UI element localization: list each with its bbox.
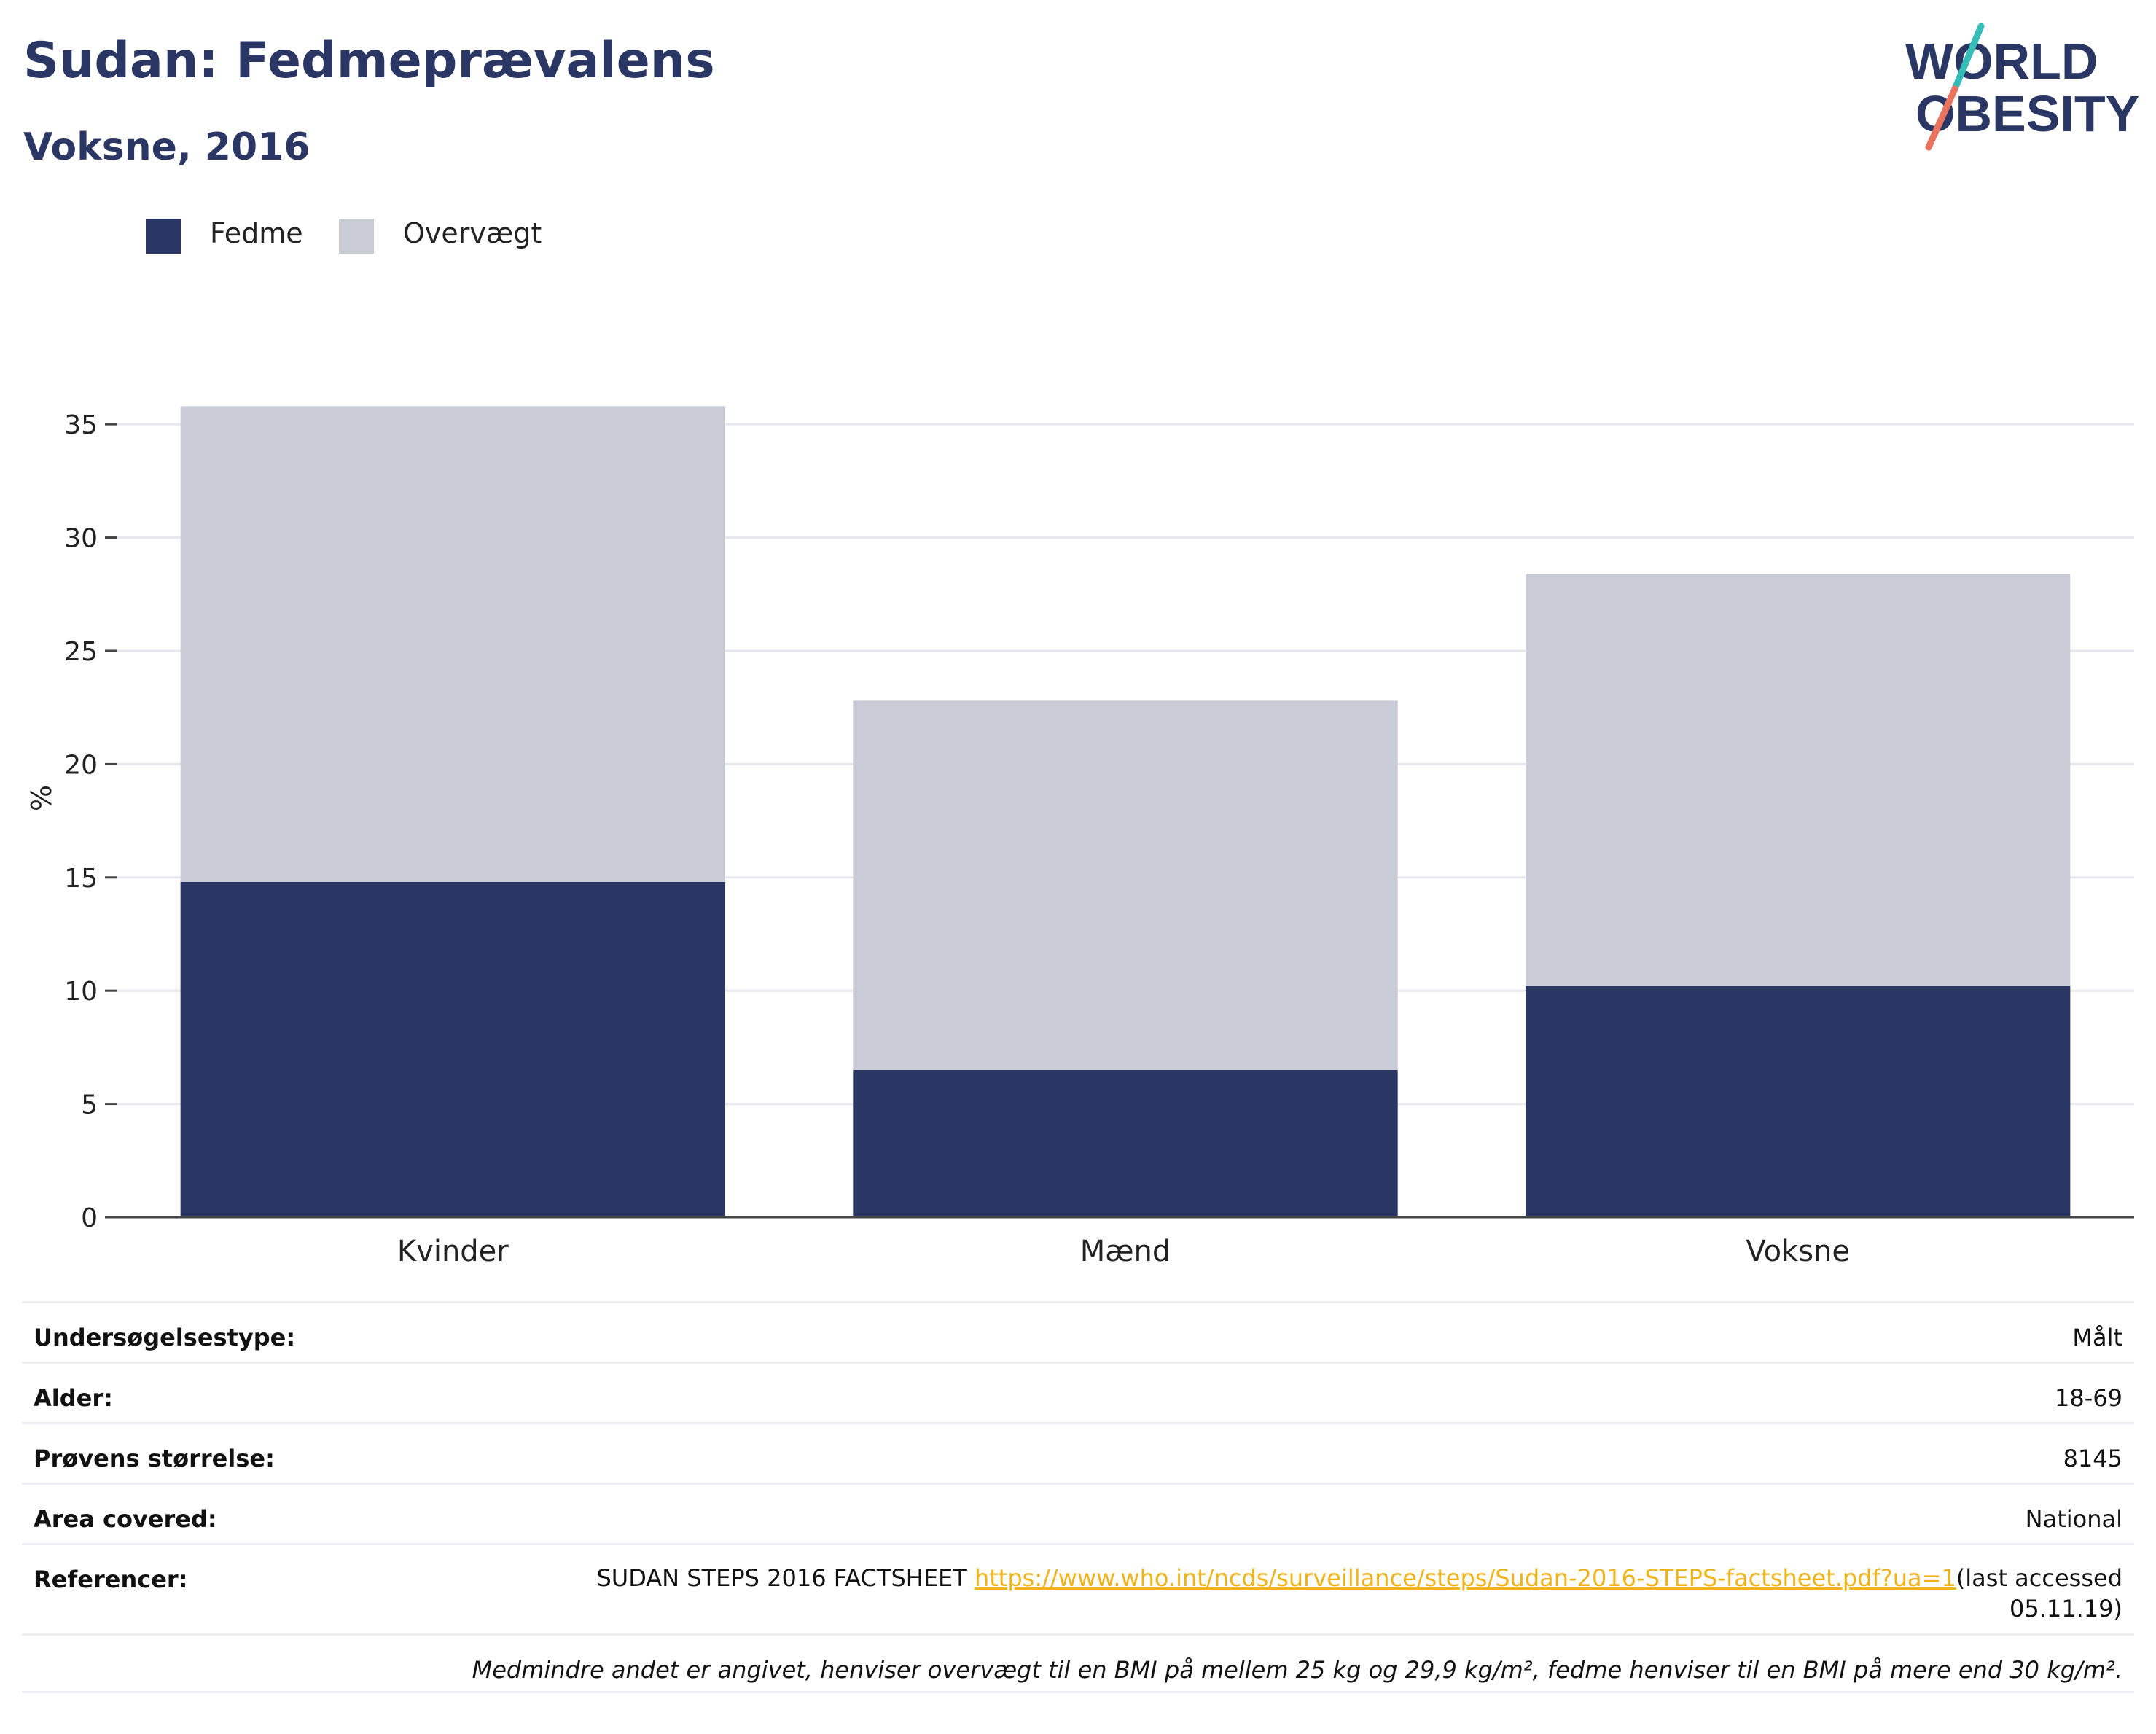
bar-chart: 0 5 10 15 20 25 30 35% Kvinder Mænd Voksne	[26, 406, 2134, 1268]
x-tick-label: Mænd	[1080, 1235, 1171, 1268]
reference-source: SUDAN STEPS 2016 FACTSHEET	[596, 1564, 975, 1592]
y-tick-label: 20	[64, 750, 98, 780]
world-obesity-logo: WORLD OBESITY	[1905, 23, 2139, 151]
info-row-references: Referencer: SUDAN STEPS 2016 FACTSHEET h…	[22, 1543, 2134, 1633]
info-row-area: Area covered: National	[22, 1483, 2134, 1543]
definition-note: Medmindre andet er angivet, henviser ove…	[472, 1656, 2122, 1684]
references-value: SUDAN STEPS 2016 FACTSHEET https://www.w…	[519, 1563, 2122, 1624]
info-value: Målt	[2072, 1324, 2122, 1351]
bar-fedme-1[interactable]	[853, 1069, 1398, 1217]
logo-slash-bottom	[1925, 85, 1958, 151]
info-value: National	[2025, 1505, 2122, 1533]
info-table: Undersøgelsestype: Målt Alder: 18-69 Prø…	[22, 1301, 2134, 1693]
info-label: Alder:	[34, 1384, 113, 1412]
legend-label-fedme: Fedme	[210, 217, 303, 249]
legend-item-fedme[interactable]: Fedme	[146, 216, 306, 257]
y-tick-label: 30	[64, 524, 98, 554]
info-row-survey-type: Undersøgelsestype: Målt	[22, 1301, 2134, 1362]
y-tick-label: 5	[81, 1090, 98, 1120]
reference-link[interactable]: https://www.who.int/ncds/surveillance/st…	[974, 1564, 1956, 1592]
x-tick-label: Kvinder	[397, 1235, 509, 1268]
info-row-sample-size: Prøvens størrelse: 8145	[22, 1422, 2134, 1483]
bar-overvaegt-1[interactable]	[853, 700, 1398, 1070]
x-tick-label: Voksne	[1746, 1235, 1850, 1268]
logo-text-world: WORLD	[1905, 33, 2098, 90]
legend-swatch-fedme	[146, 219, 181, 254]
y-tick-label: 35	[64, 410, 98, 440]
legend-item-overvaegt[interactable]: Overvægt	[339, 216, 558, 257]
bar-overvaegt-2[interactable]	[1525, 574, 2071, 986]
page-title: Sudan: Fedmeprævalens	[23, 32, 715, 90]
info-label: Undersøgelsestype:	[34, 1324, 296, 1351]
info-label: Referencer:	[34, 1566, 188, 1593]
info-value: 18-69	[2055, 1384, 2122, 1412]
legend-label-overvaegt: Overvægt	[403, 217, 542, 249]
y-tick-label: 0	[81, 1203, 98, 1233]
reference-suffix: (last accessed 05.11.19)	[1956, 1564, 2122, 1622]
y-tick-label: 25	[64, 637, 98, 667]
y-tick-label: 15	[64, 864, 98, 894]
y-axis-label: %	[26, 785, 58, 811]
logo-slash-top	[1951, 23, 1985, 93]
info-label: Prøvens størrelse:	[34, 1445, 275, 1472]
y-tick-label: 10	[64, 977, 98, 1007]
legend-swatch-overvaegt	[339, 219, 374, 254]
bar-fedme-0[interactable]	[180, 882, 726, 1217]
info-value: 8145	[2063, 1445, 2122, 1472]
bar-fedme-2[interactable]	[1525, 985, 2071, 1217]
info-label: Area covered:	[34, 1505, 217, 1533]
page-subtitle: Voksne, 2016	[23, 125, 310, 169]
bar-overvaegt-0[interactable]	[180, 406, 726, 882]
info-row-age: Alder: 18-69	[22, 1362, 2134, 1422]
info-row-note: Medmindre andet er angivet, henviser ove…	[22, 1633, 2134, 1693]
